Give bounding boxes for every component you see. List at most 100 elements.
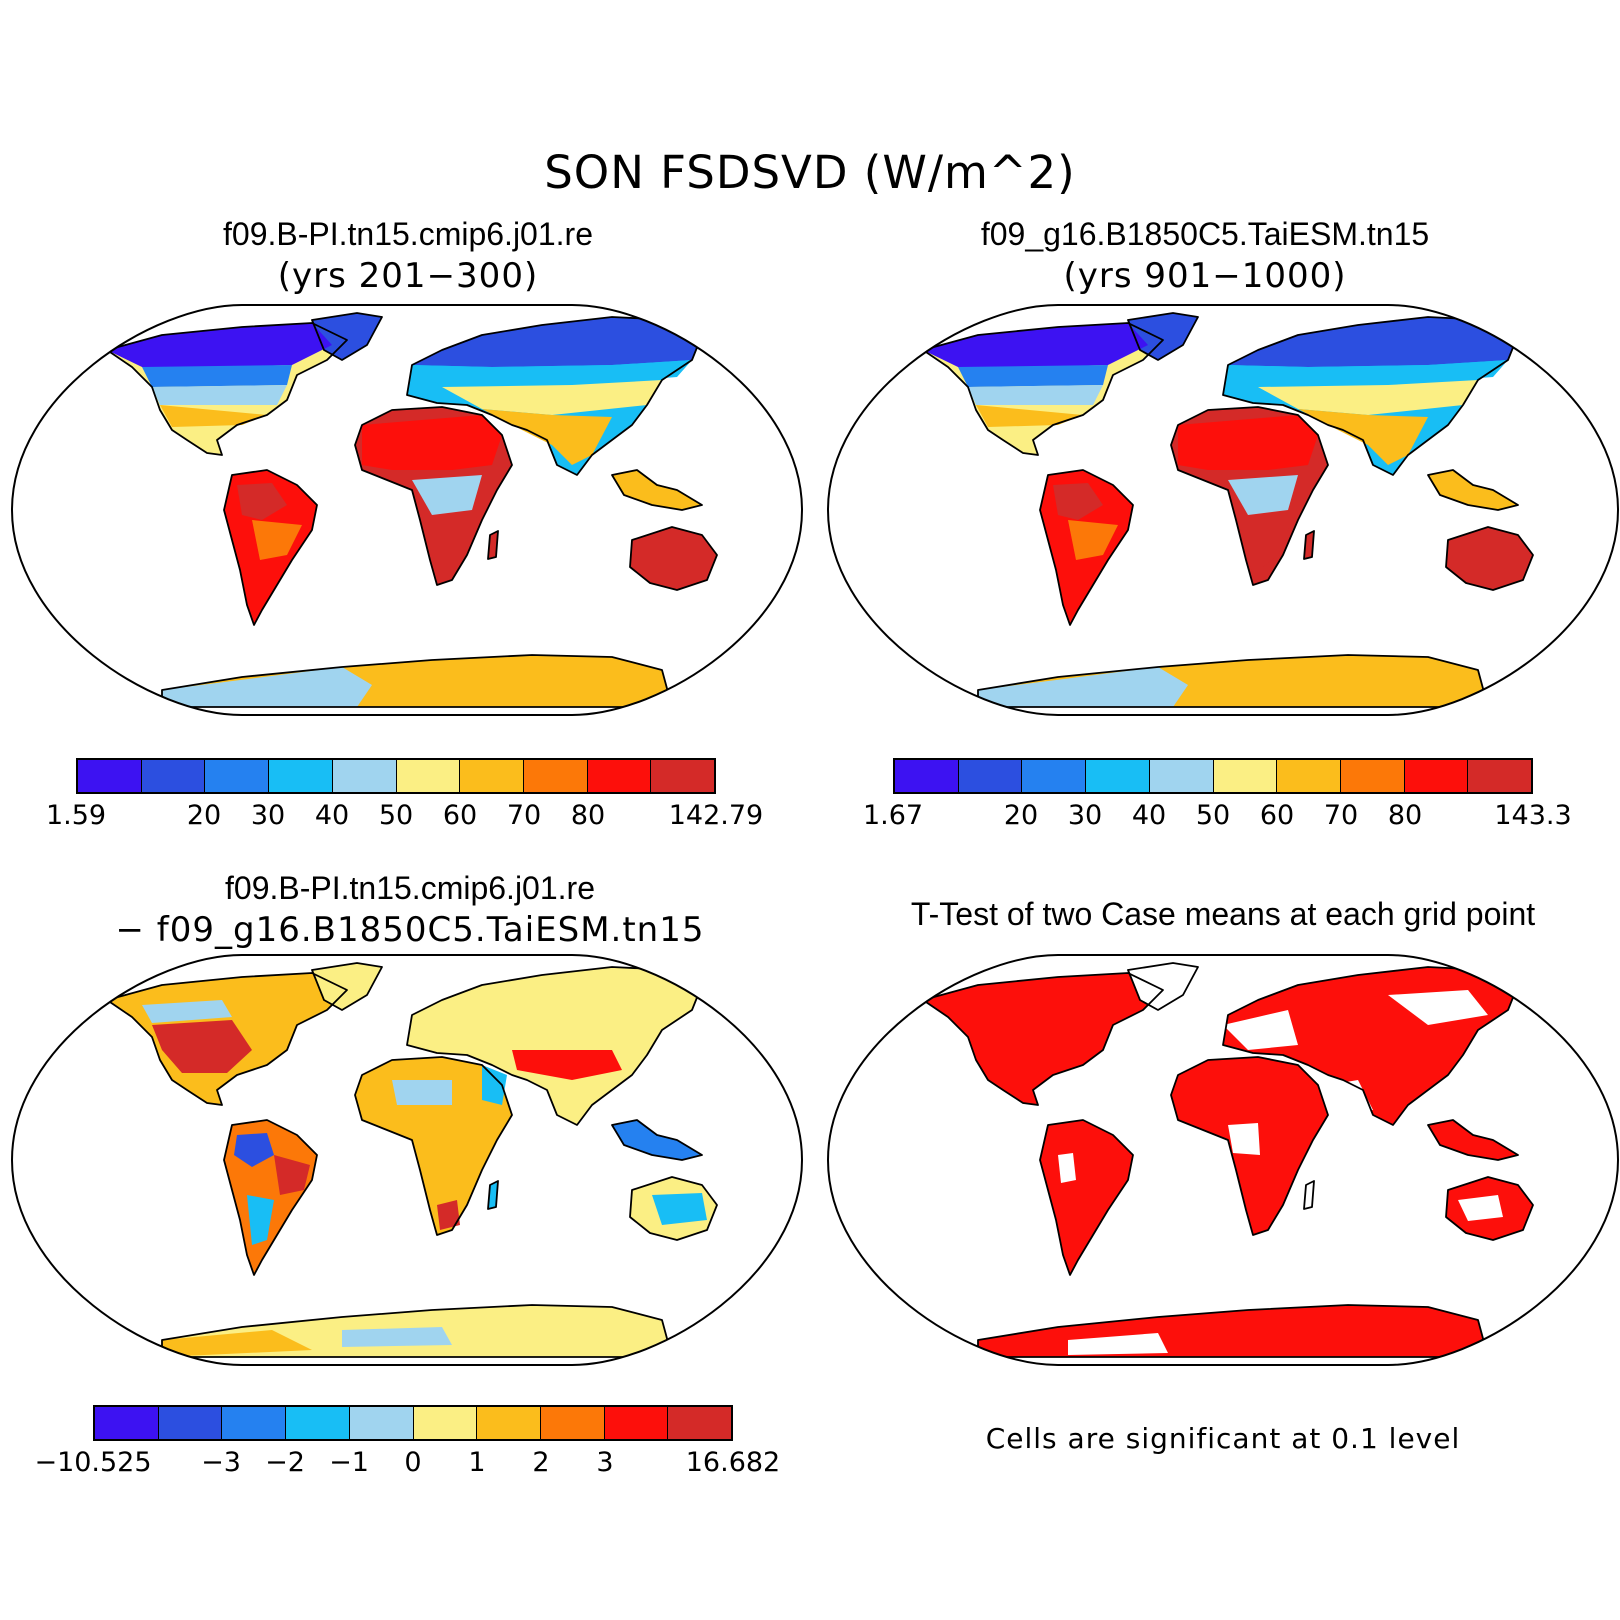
colorbar-tick-label: 3 — [596, 1447, 614, 1478]
colorbar-segment — [1149, 760, 1214, 792]
field-region — [1428, 470, 1518, 510]
field-region — [1223, 1010, 1298, 1050]
coastline — [1445, 526, 1534, 591]
colorbar-segment — [1086, 760, 1150, 792]
colorbar-segment — [1022, 760, 1087, 792]
field-region — [1228, 475, 1298, 515]
coastline — [406, 316, 703, 476]
colorbar-tick-label: 80 — [570, 800, 606, 831]
colorbar-segment — [78, 760, 142, 792]
colorbar-tick-label: 40 — [314, 800, 350, 831]
field-region — [152, 1020, 252, 1073]
field-region — [482, 409, 612, 465]
colorbar-tick-label: 16.682 — [685, 1447, 781, 1478]
colorbar-segment — [895, 760, 959, 792]
field-region — [1053, 483, 1103, 520]
field-region — [958, 365, 1108, 387]
colorbar-tick-label: 1 — [468, 1447, 486, 1478]
field-region — [1128, 313, 1198, 360]
field-region — [247, 1195, 274, 1245]
field-region — [1058, 1153, 1076, 1183]
field-region — [412, 360, 692, 387]
coastline — [161, 654, 673, 708]
field-region — [107, 323, 332, 367]
coastline — [1170, 406, 1329, 586]
coastline — [1039, 1119, 1134, 1276]
map-top-right — [826, 304, 1620, 716]
map-boundary — [826, 304, 1620, 716]
field-region — [274, 1155, 310, 1195]
colorbar-tick-label: −10.525 — [34, 1447, 152, 1478]
coastline — [311, 962, 383, 1011]
figure-title: SON FSDSVD (W/m^2) — [544, 146, 1076, 199]
colorbar-segment — [349, 1407, 414, 1439]
panel-title-top-right: f09_g16.B1850C5.TaiESM.tn15 (yrs 901−100… — [960, 214, 1450, 298]
field-region — [162, 1330, 312, 1357]
colorbar-top-left — [76, 758, 716, 794]
colorbar-segment — [958, 760, 1023, 792]
coastline — [977, 1304, 1489, 1358]
coastline — [311, 312, 383, 361]
colorbar-segment — [1340, 760, 1405, 792]
field-region — [312, 313, 382, 360]
colorbar-tick-label: 142.79 — [668, 800, 764, 831]
colorbar-tick-label: 1.67 — [862, 800, 924, 831]
field-region — [978, 667, 1188, 707]
colorbar-tick-label: 2 — [532, 1447, 550, 1478]
coastline — [1222, 316, 1519, 476]
coastline — [223, 469, 318, 626]
colorbar-segment — [587, 760, 652, 792]
colorbar-tick-label: 70 — [1323, 800, 1359, 831]
colorbar-segment — [1213, 760, 1278, 792]
field-region — [162, 667, 372, 707]
panel-title-line2: (yrs 201−300) — [277, 256, 539, 296]
coastline — [354, 1056, 513, 1236]
field-region — [412, 317, 702, 367]
coastline — [106, 972, 348, 1106]
colorbar-segment — [205, 760, 270, 792]
colorbar-segment — [1468, 760, 1532, 792]
map-top-left — [10, 304, 804, 716]
colorbar-segment — [1404, 760, 1469, 792]
colorbar-segment — [413, 1407, 478, 1439]
field-region — [237, 483, 287, 520]
field-region — [1228, 1123, 1260, 1155]
field-region — [1458, 1195, 1503, 1221]
field-region — [652, 1193, 707, 1225]
colorbar-segment — [604, 1407, 669, 1439]
colorbar-tick-label: 50 — [378, 800, 414, 831]
colorbar-tick-label: 40 — [1131, 800, 1167, 831]
field-region — [512, 1050, 622, 1080]
coastline — [1039, 469, 1134, 626]
colorbar-tick-label: 0 — [404, 1447, 422, 1478]
colorbar-tick-label: 143.3 — [1494, 800, 1572, 831]
field-region — [160, 405, 267, 427]
field-region — [442, 380, 662, 415]
colorbar-top-right — [893, 758, 1533, 794]
coastline — [1445, 1176, 1534, 1241]
coastline — [1127, 312, 1199, 361]
panel-title-line2: − f09_g16.B1850C5.TaiESM.tn15 — [115, 910, 705, 950]
colorbar-segment — [460, 760, 524, 792]
field-region — [342, 1327, 452, 1347]
coastline — [487, 1180, 499, 1210]
field-region — [976, 405, 1083, 427]
map-bottom-right — [826, 954, 1620, 1366]
panel-title-line1: f09.B-PI.tn15.cmip6.j01.re — [225, 870, 595, 906]
coastline — [611, 1119, 703, 1161]
coastline — [1170, 1056, 1329, 1236]
colorbar-bottom-left — [93, 1405, 733, 1441]
field-region — [1178, 415, 1318, 470]
field-region — [1388, 990, 1488, 1025]
field-region — [1068, 520, 1118, 560]
colorbar-tick-label: 1.59 — [45, 800, 107, 831]
colorbar-segment — [332, 760, 397, 792]
colorbar-segment — [222, 1407, 287, 1439]
colorbar-tick-label: 50 — [1195, 800, 1231, 831]
colorbar-tick-label: 30 — [1067, 800, 1103, 831]
field-region — [152, 385, 287, 405]
significance-note: Cells are significant at 0.1 level — [985, 1422, 1461, 1455]
field-region — [612, 470, 702, 510]
field-region — [1258, 380, 1478, 415]
colorbar-segment — [95, 1407, 159, 1439]
